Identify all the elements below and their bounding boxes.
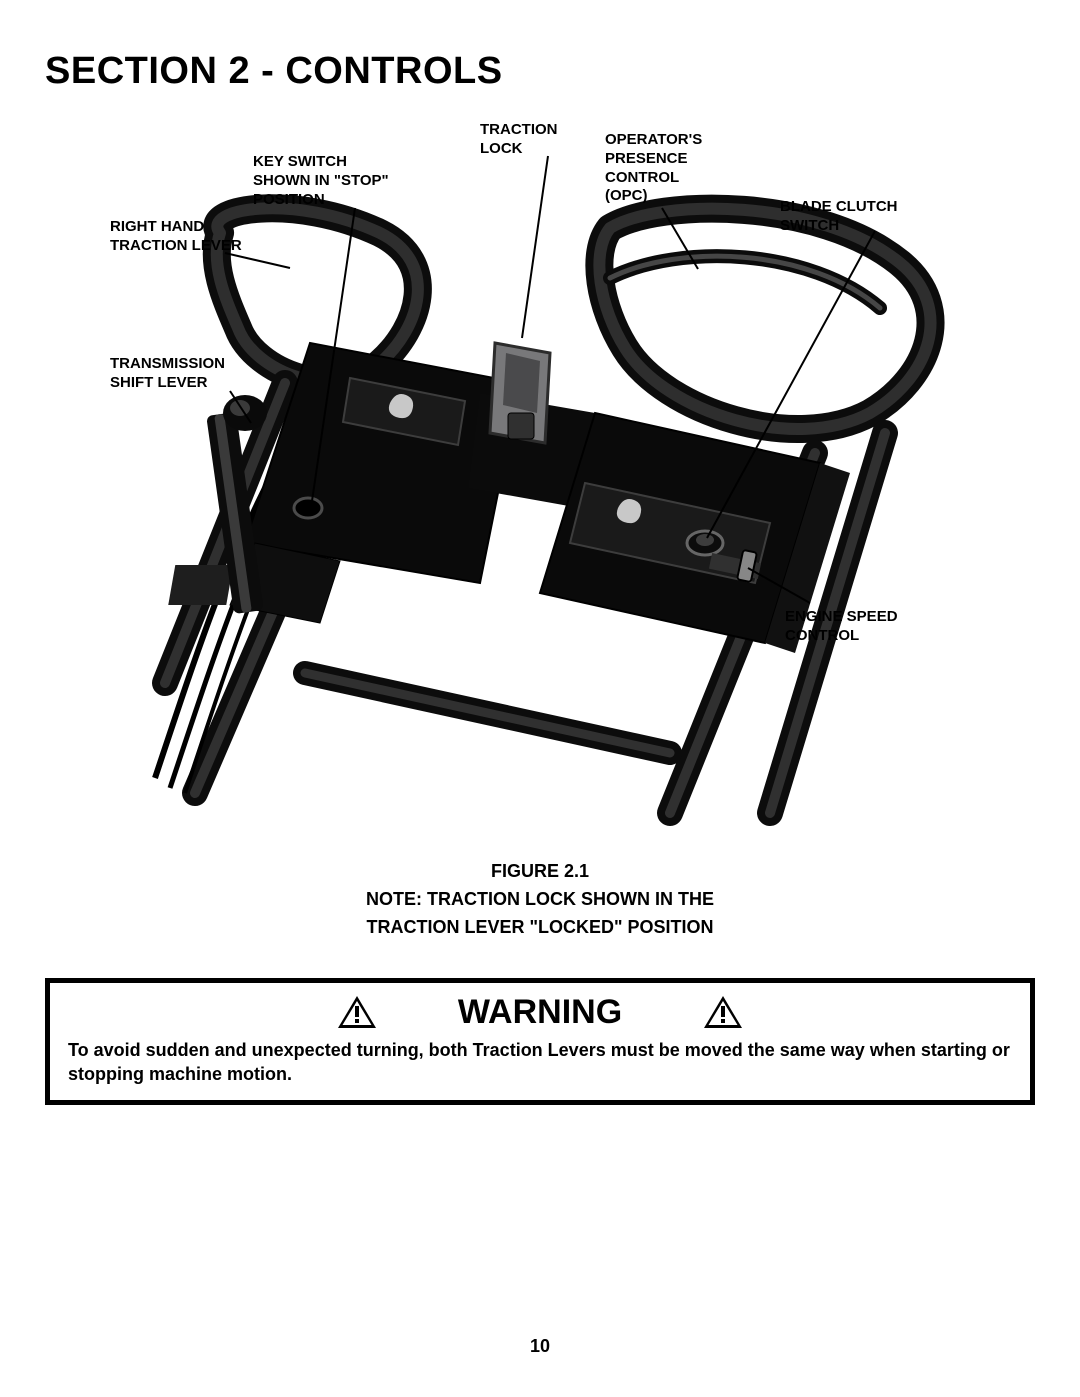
warning-header: WARNING — [68, 993, 1012, 1032]
label-right-hand-traction: RIGHT HAND TRACTION LEVER — [110, 218, 242, 256]
label-traction-lock: TRACTION LOCK — [480, 121, 558, 159]
section-title: SECTION 2 - CONTROLS — [45, 50, 1035, 93]
label-transmission: TRANSMISSION SHIFT LEVER — [110, 355, 225, 393]
warning-triangle-icon-left — [336, 994, 378, 1030]
label-engine-speed: ENGINE SPEED CONTROL — [785, 608, 898, 646]
warning-body: To avoid sudden and unexpected turning, … — [68, 1038, 1012, 1087]
figure-note-line-2: TRACTION LEVER "LOCKED" POSITION — [45, 914, 1035, 942]
figure-number: FIGURE 2.1 — [45, 858, 1035, 886]
page-number: 10 — [0, 1336, 1080, 1357]
warning-title: WARNING — [458, 993, 622, 1032]
label-opc: OPERATOR'S PRESENCE CONTROL (OPC) — [605, 131, 702, 206]
warning-box: WARNING To avoid sudden and unexpected t… — [45, 978, 1035, 1106]
figure-caption: FIGURE 2.1 NOTE: TRACTION LOCK SHOWN IN … — [45, 858, 1035, 942]
warning-triangle-icon-right — [702, 994, 744, 1030]
label-blade-clutch: BLADE CLUTCH SWITCH — [780, 198, 898, 236]
figure-note-line-1: NOTE: TRACTION LOCK SHOWN IN THE — [45, 886, 1035, 914]
label-key-switch: KEY SWITCH SHOWN IN "STOP" POSITION — [253, 153, 389, 209]
figure-2-1: TRACTION LOCK KEY SWITCH SHOWN IN "STOP"… — [50, 113, 1030, 853]
